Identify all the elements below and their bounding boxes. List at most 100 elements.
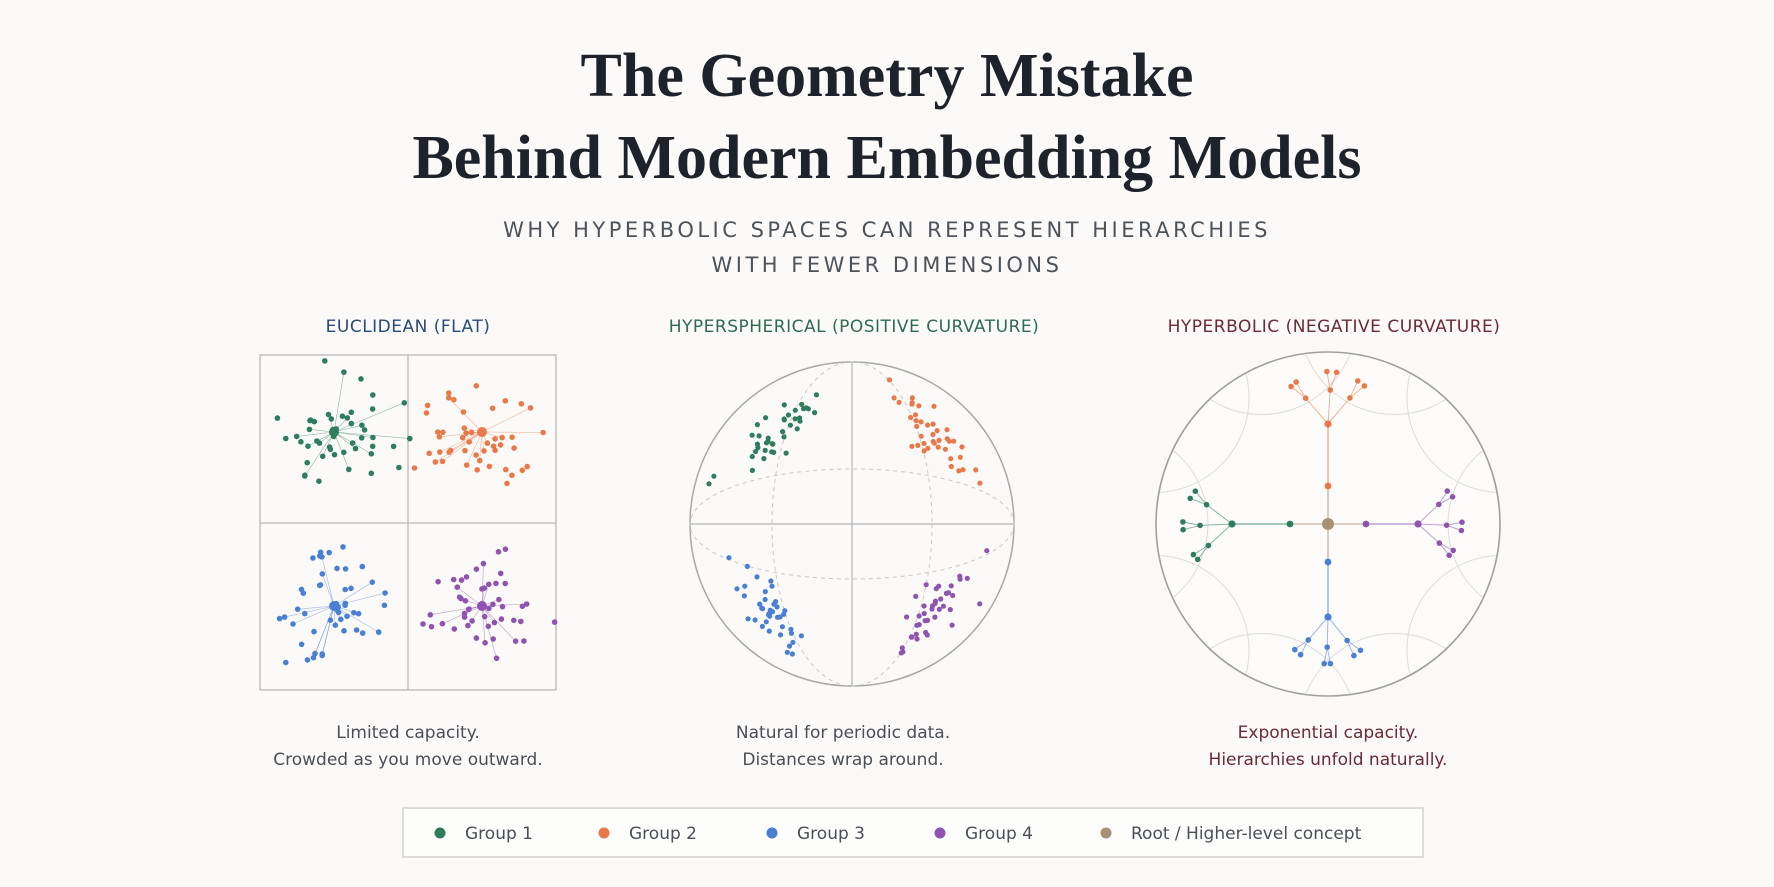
point <box>401 400 408 406</box>
link <box>442 605 483 624</box>
point <box>745 616 751 622</box>
point <box>346 466 352 473</box>
point <box>812 410 818 416</box>
legend: Group 1 Group 2 Group 3 Group 4 Root / Highe… <box>434 824 1362 844</box>
point <box>524 463 530 470</box>
geodesic <box>1298 353 1490 416</box>
point <box>499 434 505 441</box>
point <box>913 418 919 424</box>
point <box>355 610 362 617</box>
point <box>283 435 289 442</box>
point <box>325 411 332 418</box>
point <box>913 631 919 637</box>
point <box>749 432 755 438</box>
point <box>463 462 470 468</box>
point <box>342 602 348 609</box>
geodesic <box>1166 632 1358 695</box>
point <box>922 618 928 624</box>
point <box>435 578 441 585</box>
point <box>369 443 376 450</box>
link <box>1329 372 1338 391</box>
point <box>342 566 349 572</box>
link <box>1208 523 1233 546</box>
point <box>930 431 936 438</box>
point <box>948 583 954 589</box>
point <box>761 456 767 462</box>
point <box>908 414 914 421</box>
link <box>333 605 379 633</box>
point <box>891 395 897 401</box>
point <box>904 614 910 620</box>
point <box>490 601 496 608</box>
point <box>311 628 317 635</box>
point <box>432 459 439 465</box>
point <box>322 358 328 364</box>
link <box>333 431 373 438</box>
point <box>481 448 487 454</box>
point <box>486 581 492 588</box>
legend-label: Root / Higher-level concept <box>1131 824 1362 844</box>
point <box>486 463 493 470</box>
panel-title: HYPERBOLIC (NEGATIVE CURVATURE) <box>1168 317 1501 337</box>
point <box>749 467 756 473</box>
link <box>333 431 350 470</box>
point <box>304 459 311 466</box>
point <box>461 614 468 620</box>
point <box>426 450 433 457</box>
point <box>792 407 798 413</box>
point <box>899 645 905 651</box>
point <box>763 619 769 625</box>
point <box>799 401 805 407</box>
point <box>390 443 397 450</box>
point <box>480 560 487 567</box>
point <box>787 422 794 428</box>
point <box>359 422 365 429</box>
point <box>1190 551 1197 558</box>
link <box>321 605 335 655</box>
point <box>1292 646 1298 653</box>
point <box>798 633 805 639</box>
point <box>491 619 498 626</box>
point <box>909 395 916 401</box>
point <box>763 415 769 421</box>
point <box>466 606 472 612</box>
point <box>921 440 927 447</box>
point <box>473 452 479 458</box>
point <box>312 650 318 657</box>
point <box>931 440 938 446</box>
link <box>333 372 345 433</box>
legend-swatch <box>1100 827 1112 839</box>
point <box>943 590 950 597</box>
point <box>754 422 761 428</box>
point <box>916 403 922 409</box>
geodesic <box>1298 632 1490 695</box>
link <box>1206 504 1233 525</box>
point <box>368 470 375 477</box>
point <box>929 603 936 609</box>
point <box>459 434 466 441</box>
point <box>936 606 942 612</box>
point <box>319 453 326 460</box>
point <box>921 610 927 617</box>
point <box>348 420 355 427</box>
point <box>468 429 475 436</box>
link <box>304 431 335 477</box>
link <box>1327 616 1348 641</box>
latitude-arc <box>689 468 1015 580</box>
point <box>1436 501 1442 508</box>
point <box>490 636 497 642</box>
point <box>788 626 794 632</box>
point <box>492 447 498 454</box>
point <box>1180 526 1186 533</box>
link <box>322 573 335 607</box>
point <box>779 624 786 630</box>
point <box>944 427 950 433</box>
point <box>706 481 712 487</box>
title: The Geometry Mistake <box>581 42 1194 110</box>
point <box>316 582 323 589</box>
point <box>519 467 526 474</box>
point <box>925 445 931 451</box>
point <box>493 580 499 587</box>
point <box>813 392 820 398</box>
point <box>912 412 919 418</box>
